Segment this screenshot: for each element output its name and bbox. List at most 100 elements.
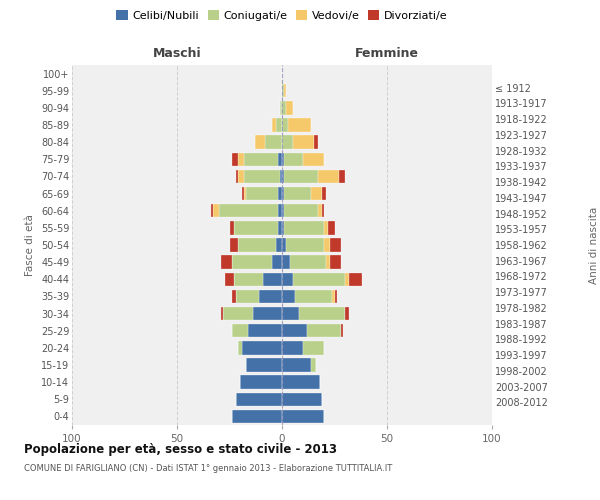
Bar (229, 238, 238, 252)
Bar (280, 170, 282, 183)
Text: Maschi: Maschi (152, 47, 202, 60)
Bar (332, 290, 335, 303)
Bar (341, 324, 343, 338)
Bar (265, 136, 282, 149)
Bar (244, 187, 247, 200)
Bar (282, 358, 311, 372)
Bar (232, 410, 282, 423)
Bar (335, 290, 337, 303)
Bar (331, 238, 341, 252)
Bar (322, 187, 326, 200)
Bar (282, 256, 290, 269)
Bar (286, 238, 324, 252)
Bar (290, 256, 326, 269)
Bar (234, 221, 278, 234)
Bar (226, 272, 234, 286)
Bar (221, 307, 223, 320)
Bar (282, 187, 284, 200)
Bar (211, 204, 213, 218)
Bar (232, 290, 236, 303)
Bar (307, 324, 341, 338)
Bar (242, 341, 282, 354)
Bar (247, 358, 282, 372)
Bar (244, 152, 278, 166)
Bar (236, 392, 282, 406)
Bar (282, 341, 303, 354)
Bar (259, 290, 282, 303)
Bar (263, 272, 282, 286)
Bar (232, 256, 271, 269)
Bar (238, 170, 244, 183)
Bar (234, 272, 263, 286)
Legend: Celibi/Nubili, Coniugati/e, Vedovi/e, Divorziati/e: Celibi/Nubili, Coniugati/e, Vedovi/e, Di… (114, 8, 450, 23)
Bar (345, 272, 349, 286)
Bar (293, 136, 314, 149)
Bar (248, 324, 282, 338)
Bar (238, 152, 244, 166)
Bar (295, 290, 332, 303)
Bar (232, 152, 238, 166)
Bar (282, 324, 307, 338)
Bar (244, 170, 280, 183)
Bar (311, 187, 322, 200)
Bar (303, 152, 324, 166)
Bar (236, 290, 259, 303)
Text: Femmine: Femmine (355, 47, 419, 60)
Bar (282, 204, 284, 218)
Bar (282, 170, 284, 183)
Bar (284, 221, 324, 234)
Bar (278, 221, 282, 234)
Bar (276, 118, 282, 132)
Text: Popolazione per età, sesso e stato civile - 2013: Popolazione per età, sesso e stato civil… (24, 442, 337, 456)
Bar (284, 204, 318, 218)
Bar (271, 256, 282, 269)
Bar (221, 256, 232, 269)
Bar (240, 376, 282, 389)
Bar (284, 170, 318, 183)
Bar (230, 221, 234, 234)
Bar (284, 84, 286, 98)
Bar (278, 152, 282, 166)
Text: COMUNE DI FARIGLIANO (CN) - Dati ISTAT 1° gennaio 2013 - Elaborazione TUTTITALIA: COMUNE DI FARIGLIANO (CN) - Dati ISTAT 1… (24, 464, 392, 473)
Bar (303, 341, 324, 354)
Bar (282, 221, 284, 234)
Bar (349, 272, 362, 286)
Bar (282, 290, 295, 303)
Bar (223, 307, 253, 320)
Bar (284, 187, 311, 200)
Bar (282, 410, 324, 423)
Bar (278, 187, 282, 200)
Bar (311, 358, 316, 372)
Bar (331, 256, 341, 269)
Bar (282, 84, 284, 98)
Bar (282, 101, 286, 114)
Bar (282, 118, 289, 132)
Bar (289, 118, 311, 132)
Bar (328, 221, 335, 234)
Bar (236, 170, 238, 183)
Bar (282, 152, 284, 166)
Bar (299, 307, 345, 320)
Bar (212, 204, 219, 218)
Bar (322, 204, 324, 218)
Bar (242, 187, 244, 200)
Bar (280, 101, 282, 114)
Bar (238, 341, 242, 354)
Bar (271, 118, 276, 132)
Bar (345, 307, 349, 320)
Bar (324, 221, 328, 234)
Bar (338, 170, 345, 183)
Bar (282, 307, 299, 320)
Bar (314, 136, 318, 149)
Bar (254, 136, 265, 149)
Bar (293, 272, 345, 286)
Bar (318, 170, 338, 183)
Bar (232, 324, 248, 338)
Bar (282, 392, 322, 406)
Bar (278, 204, 282, 218)
Bar (219, 204, 278, 218)
Y-axis label: Fasce di età: Fasce di età (25, 214, 35, 276)
Bar (238, 238, 276, 252)
Bar (253, 307, 282, 320)
Bar (324, 238, 331, 252)
